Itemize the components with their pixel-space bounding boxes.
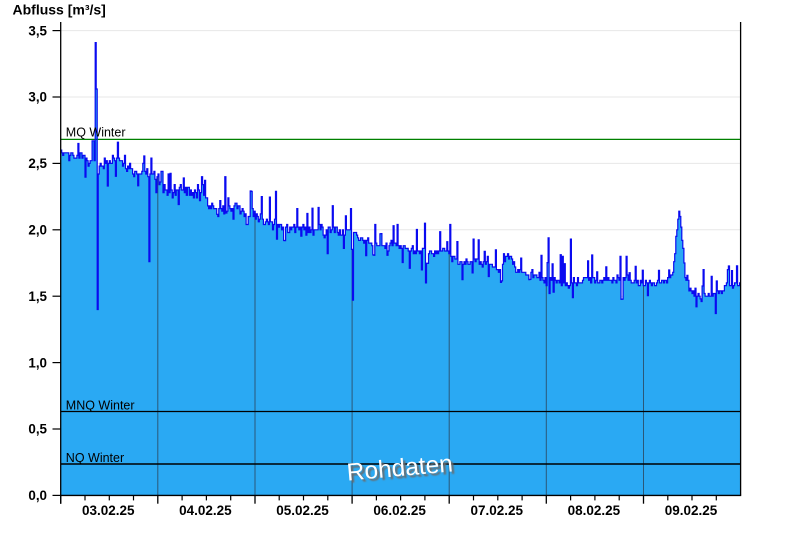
svg-text:2,5: 2,5 bbox=[28, 156, 47, 171]
svg-text:2,0: 2,0 bbox=[28, 223, 47, 238]
svg-text:3,0: 3,0 bbox=[28, 90, 47, 105]
svg-text:3,5: 3,5 bbox=[28, 23, 47, 38]
svg-text:Abfluss [m³/s]: Abfluss [m³/s] bbox=[13, 1, 106, 17]
svg-text:NQ Winter: NQ Winter bbox=[66, 451, 124, 465]
svg-text:03.02.25: 03.02.25 bbox=[82, 503, 135, 518]
svg-text:09.02.25: 09.02.25 bbox=[665, 503, 718, 518]
svg-text:1,0: 1,0 bbox=[28, 355, 47, 370]
svg-text:MNQ Winter: MNQ Winter bbox=[66, 398, 135, 412]
svg-text:0,0: 0,0 bbox=[28, 488, 47, 503]
svg-text:04.02.25: 04.02.25 bbox=[179, 503, 232, 518]
svg-text:MQ Winter: MQ Winter bbox=[66, 125, 126, 139]
svg-text:1,5: 1,5 bbox=[28, 289, 47, 304]
svg-text:06.02.25: 06.02.25 bbox=[373, 503, 426, 518]
svg-text:07.02.25: 07.02.25 bbox=[471, 503, 524, 518]
svg-text:08.02.25: 08.02.25 bbox=[568, 503, 621, 518]
svg-text:05.02.25: 05.02.25 bbox=[276, 503, 329, 518]
svg-text:0,5: 0,5 bbox=[28, 422, 47, 437]
